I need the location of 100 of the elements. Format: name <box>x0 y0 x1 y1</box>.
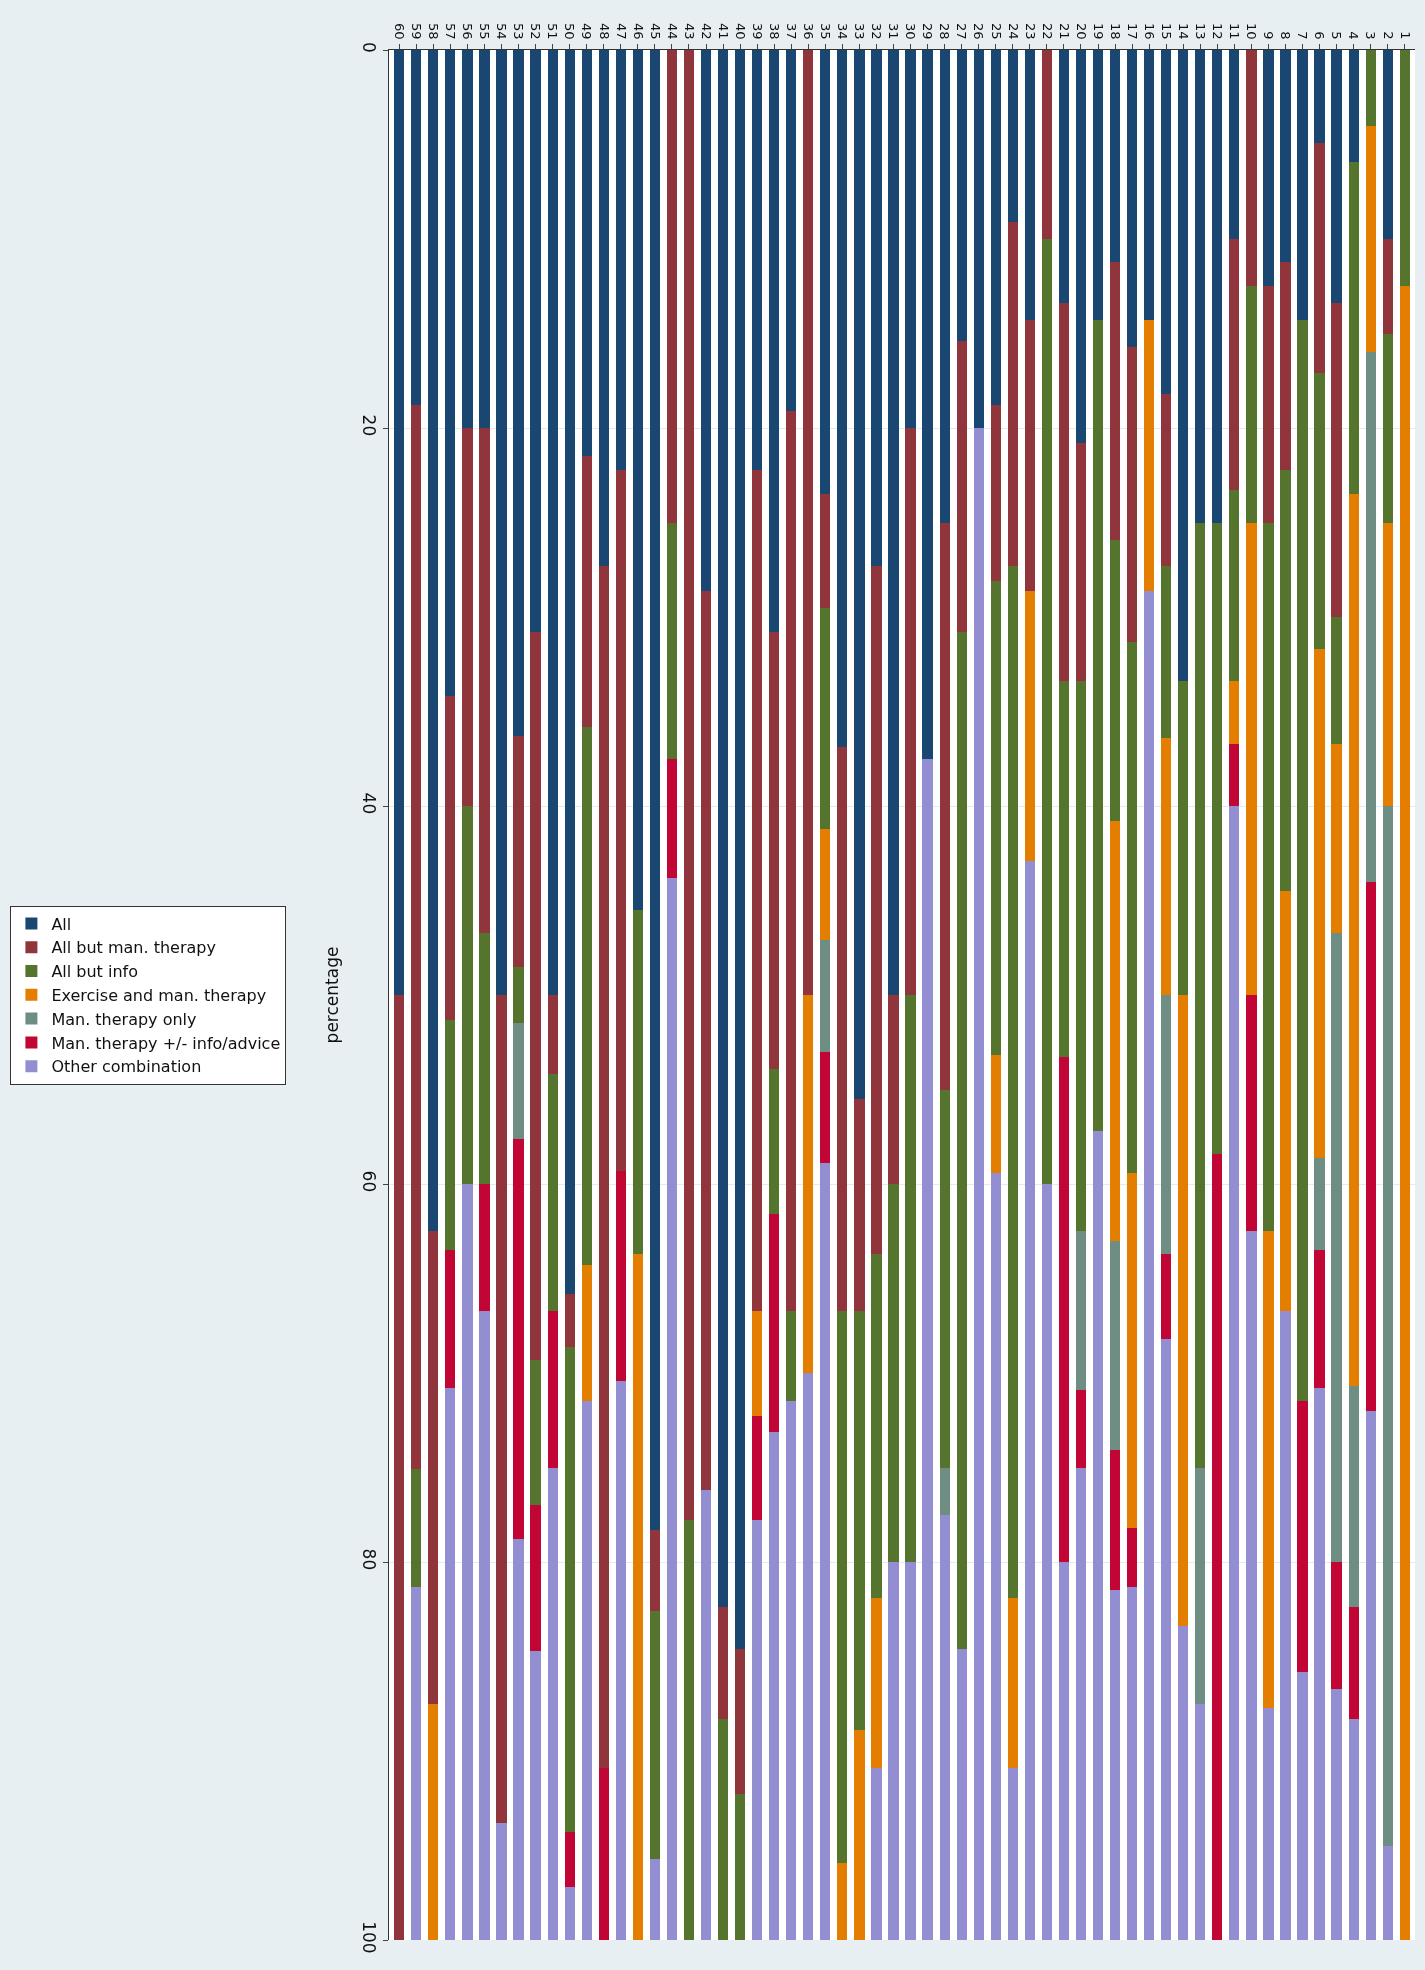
x-tick-label: 4 <box>1346 31 1362 40</box>
bar <box>1075 1390 1087 1468</box>
bar <box>990 1055 1001 1173</box>
x-tick-label: 18 <box>1107 22 1123 40</box>
bar <box>1126 641 1138 1173</box>
bar <box>1109 1450 1121 1591</box>
bar <box>1178 50 1189 682</box>
bar <box>803 50 814 995</box>
bar <box>905 995 916 1562</box>
bar <box>581 1401 592 1940</box>
bar <box>769 50 780 633</box>
bar <box>837 1310 848 1863</box>
bar <box>649 1858 660 1940</box>
bar <box>871 50 882 566</box>
bar <box>479 50 490 428</box>
bar <box>1365 1410 1376 1940</box>
bar <box>1075 1467 1087 1940</box>
x-tick-label: 48 <box>596 22 612 40</box>
bar <box>547 1467 558 1940</box>
bar <box>1126 50 1138 347</box>
bar <box>854 1098 865 1311</box>
x-tick-label: 44 <box>664 22 680 40</box>
bar <box>1382 522 1393 806</box>
bar <box>752 1310 763 1417</box>
x-tick-label: 11 <box>1227 22 1243 40</box>
bar <box>769 1068 780 1215</box>
bar <box>786 410 797 1311</box>
bar <box>649 1529 660 1612</box>
x-tick-label: 55 <box>477 22 493 40</box>
y-tick-label: 80 <box>358 1548 379 1571</box>
bar <box>394 50 405 995</box>
bar <box>803 1373 814 1940</box>
bar <box>1161 737 1172 995</box>
bar <box>1041 1184 1052 1940</box>
bar <box>1280 469 1291 892</box>
bar <box>496 995 507 1823</box>
bar <box>530 50 541 633</box>
x-tick-label: 57 <box>443 22 459 40</box>
bar <box>700 590 712 1491</box>
bar <box>1382 239 1393 334</box>
x-tick-label: 16 <box>1141 22 1157 40</box>
legend-label: Man. therapy +/- info/advice <box>51 1033 281 1053</box>
bar <box>649 1611 660 1859</box>
bar <box>513 1138 524 1540</box>
bar <box>1365 50 1376 126</box>
x-tick-label: 58 <box>426 22 442 40</box>
bar <box>530 1359 541 1506</box>
bar <box>1263 522 1274 1232</box>
bar <box>786 1401 797 1940</box>
bar <box>905 50 916 428</box>
bar <box>922 758 933 1940</box>
x-tick-label: 50 <box>562 22 578 40</box>
bar <box>939 50 950 523</box>
bar <box>1041 239 1052 1184</box>
bar <box>649 50 660 1530</box>
bar <box>1246 995 1257 1232</box>
bar <box>581 50 592 457</box>
bar <box>1331 617 1342 744</box>
bar <box>1280 891 1291 1311</box>
x-tick-label: 47 <box>613 22 629 40</box>
x-tick-label: 29 <box>920 22 936 40</box>
bar <box>1365 352 1376 882</box>
bar <box>1007 565 1018 1598</box>
x-tick-label: 52 <box>528 22 544 40</box>
bar <box>990 50 1001 406</box>
bar <box>1024 50 1035 321</box>
bar <box>445 1388 456 1940</box>
x-tick-label: 59 <box>409 22 425 40</box>
x-tick-label: 14 <box>1175 22 1191 40</box>
bar <box>769 632 780 1069</box>
bar <box>1365 125 1376 353</box>
x-tick-label: 30 <box>903 22 919 40</box>
bar <box>1024 590 1035 861</box>
bar <box>888 995 899 1184</box>
bar <box>1092 320 1104 1132</box>
bar <box>1126 1586 1138 1940</box>
bar <box>956 50 967 342</box>
bar <box>717 50 729 1608</box>
x-tick-label: 1 <box>1397 31 1413 40</box>
x-tick-label: 9 <box>1261 31 1277 40</box>
x-tick-label: 5 <box>1329 31 1345 40</box>
bar <box>564 1887 575 1940</box>
bar <box>1212 50 1223 523</box>
bar <box>990 405 1001 582</box>
bar <box>683 1520 695 1940</box>
bar <box>411 1586 422 1940</box>
x-tick-label: 31 <box>886 22 902 40</box>
bar <box>973 428 984 1940</box>
x-tick-label: 23 <box>1022 22 1038 40</box>
x-tick-label: 12 <box>1210 22 1226 40</box>
bar <box>1229 743 1240 806</box>
x-tick-label: 40 <box>732 22 748 40</box>
bar <box>734 50 746 1649</box>
bar <box>1382 806 1393 1846</box>
bar <box>803 995 814 1373</box>
x-tick-label: 19 <box>1090 22 1106 40</box>
x-tick-label: 10 <box>1244 22 1260 40</box>
bar <box>479 1310 490 1940</box>
bar <box>1144 50 1155 321</box>
bar <box>922 50 933 759</box>
